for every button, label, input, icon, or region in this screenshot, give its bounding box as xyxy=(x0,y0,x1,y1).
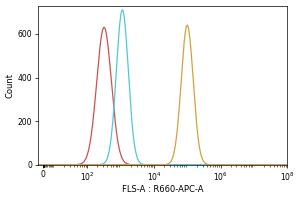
X-axis label: FLS-A : R660-APC-A: FLS-A : R660-APC-A xyxy=(122,185,203,194)
Y-axis label: Count: Count xyxy=(6,73,15,98)
